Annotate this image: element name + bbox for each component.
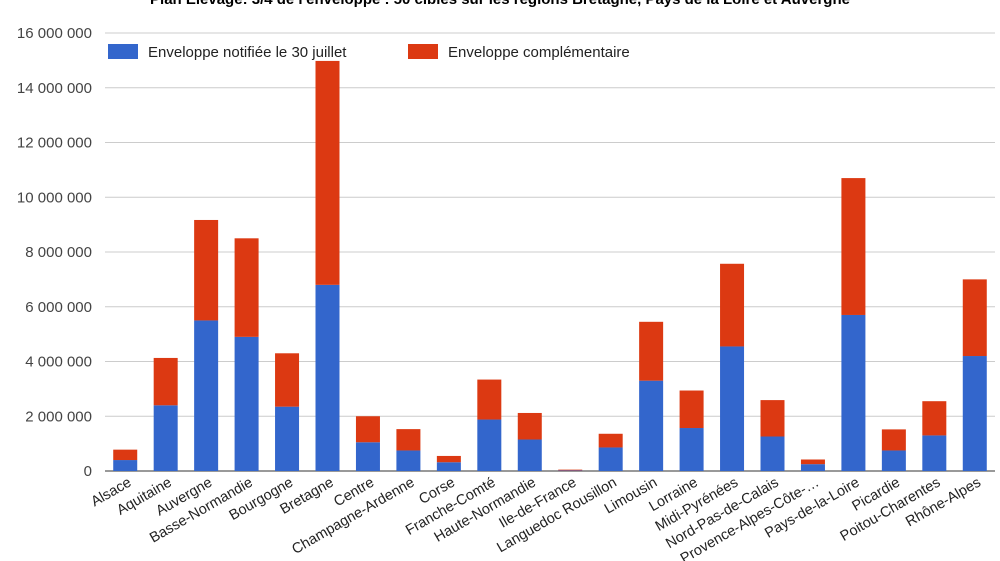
y-tick-label: 4 000 000	[25, 354, 92, 371]
bar-enveloppe-complementaire	[275, 353, 300, 407]
bar-enveloppe-complementaire	[355, 416, 380, 443]
y-tick-label: 12 000 000	[17, 135, 92, 152]
chart-title: Plan Elevage: 3/4 de l'enveloppe : 50 ci…	[0, 0, 1000, 8]
bar-enveloppe-complementaire	[477, 379, 502, 420]
legend-label: Enveloppe complémentaire	[448, 44, 630, 61]
bar-enveloppe-notifiee	[517, 439, 542, 471]
legend-swatch	[108, 44, 138, 59]
y-tick-label: 16 000 000	[17, 25, 92, 42]
bar-enveloppe-complementaire	[639, 321, 664, 381]
y-tick-label: 8 000 000	[25, 244, 92, 261]
bar-enveloppe-notifiee	[194, 320, 219, 471]
bar-enveloppe-complementaire	[800, 459, 825, 465]
bar-enveloppe-notifiee	[962, 356, 987, 471]
legend-swatch	[408, 44, 438, 59]
bar-enveloppe-notifiee	[598, 447, 623, 471]
bar-enveloppe-notifiee	[396, 450, 421, 471]
bar-enveloppe-notifiee	[477, 419, 502, 471]
bar-enveloppe-complementaire	[841, 178, 866, 315]
bar-enveloppe-notifiee	[841, 314, 866, 471]
y-tick-label: 10 000 000	[17, 189, 92, 206]
bar-enveloppe-notifiee	[800, 464, 825, 471]
bar-enveloppe-complementaire	[234, 238, 259, 337]
bar-enveloppe-complementaire	[881, 429, 906, 451]
bar-enveloppe-complementaire	[436, 455, 461, 463]
bar-enveloppe-notifiee	[679, 428, 704, 471]
bar-enveloppe-complementaire	[558, 469, 583, 471]
bar-enveloppe-complementaire	[922, 401, 947, 436]
bar-enveloppe-notifiee	[720, 346, 745, 471]
bar-enveloppe-notifiee	[760, 436, 785, 471]
bar-enveloppe-notifiee	[113, 460, 138, 471]
bar-enveloppe-notifiee	[881, 450, 906, 471]
bar-enveloppe-notifiee	[639, 380, 664, 471]
bar-enveloppe-complementaire	[962, 279, 987, 357]
bars	[113, 60, 987, 471]
bar-enveloppe-notifiee	[436, 462, 461, 471]
bar-enveloppe-complementaire	[113, 449, 138, 461]
bar-enveloppe-complementaire	[760, 400, 785, 437]
bar-enveloppe-complementaire	[517, 412, 542, 440]
bar-enveloppe-notifiee	[275, 406, 300, 471]
bar-enveloppe-complementaire	[396, 429, 421, 451]
y-tick-label: 0	[84, 463, 92, 480]
legend-label: Enveloppe notifiée le 30 juillet	[148, 44, 347, 61]
bar-enveloppe-complementaire	[153, 357, 178, 406]
y-tick-label: 6 000 000	[25, 299, 92, 316]
bar-enveloppe-complementaire	[720, 263, 745, 347]
bar-enveloppe-complementaire	[679, 390, 704, 429]
bar-enveloppe-notifiee	[558, 470, 583, 471]
bar-enveloppe-complementaire	[194, 219, 219, 321]
bar-enveloppe-notifiee	[922, 435, 947, 471]
y-tick-label: 14 000 000	[17, 80, 92, 97]
y-axis: 0 2 000 000 4 000 000 6 000 000 8 000 000 10 …	[17, 25, 92, 480]
bar-enveloppe-complementaire	[598, 433, 623, 448]
bar-enveloppe-complementaire	[315, 60, 340, 285]
bar-enveloppe-notifiee	[355, 442, 380, 471]
bar-enveloppe-notifiee	[153, 405, 178, 471]
y-tick-label: 2 000 000	[25, 408, 92, 425]
legend: Enveloppe notifiée le 30 juillet Envelopp…	[108, 44, 630, 61]
bar-enveloppe-notifiee	[234, 336, 259, 471]
x-axis: AlsaceAquitaineAuvergneBasse-NormandieBo…	[89, 475, 984, 561]
bar-enveloppe-notifiee	[315, 284, 340, 471]
